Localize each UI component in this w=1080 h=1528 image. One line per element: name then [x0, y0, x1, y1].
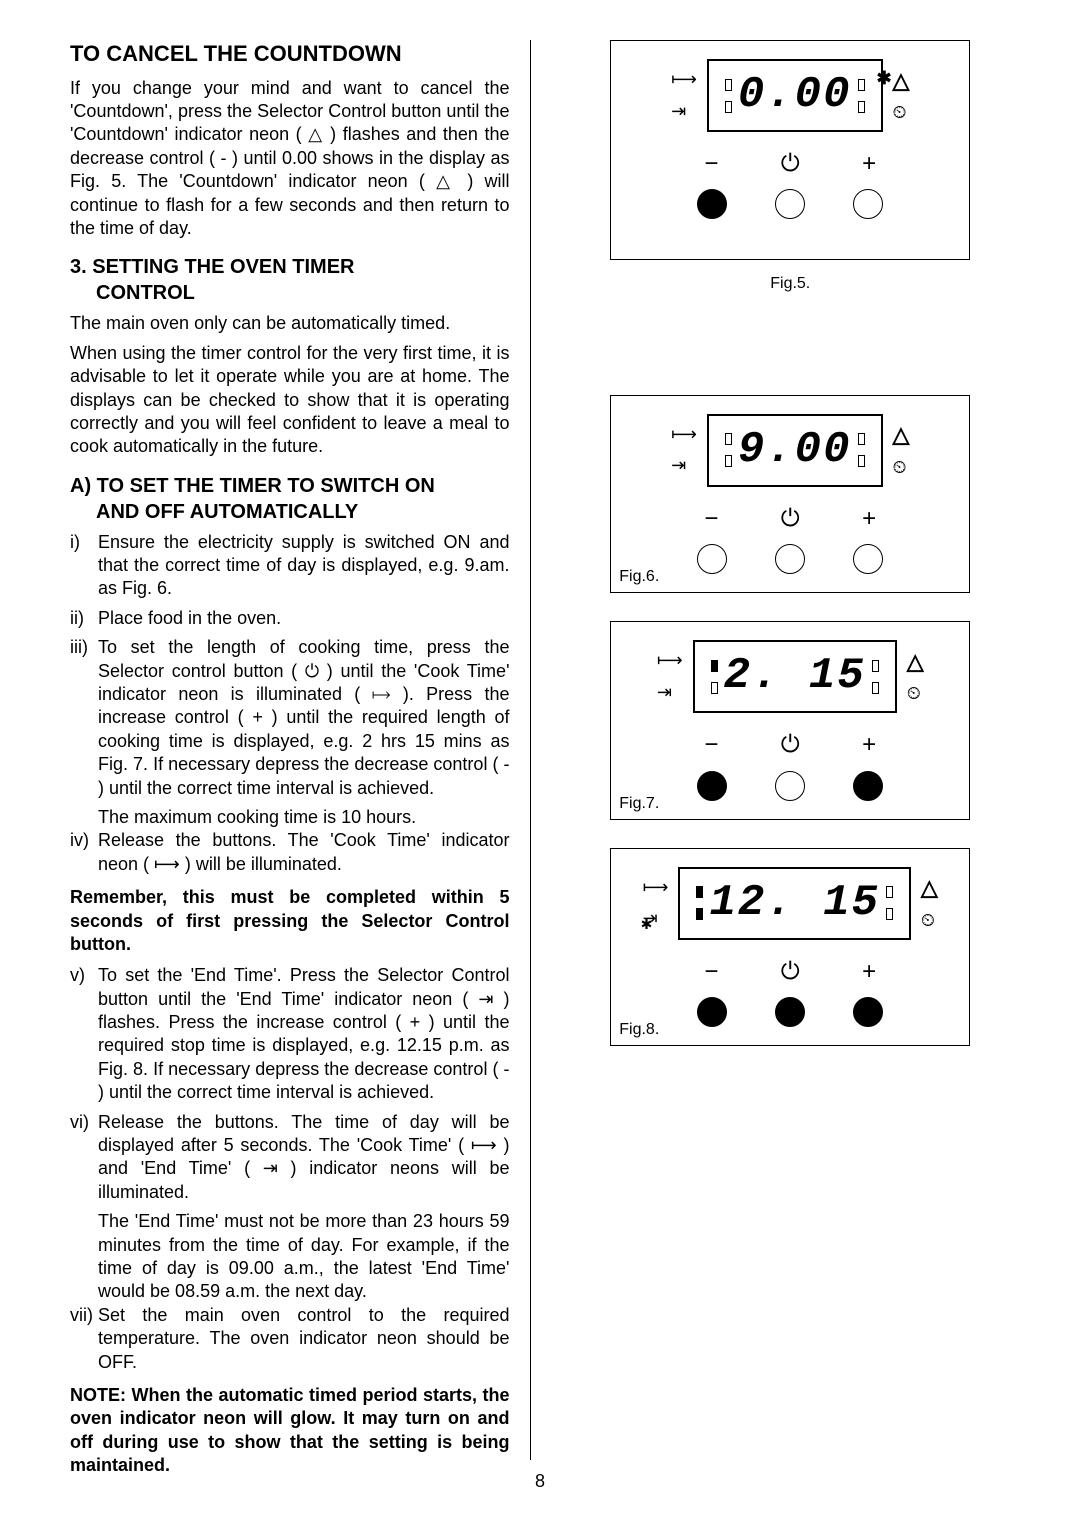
display: 0.00	[707, 59, 883, 132]
endtime-icon: ⇥	[657, 681, 683, 704]
bell-icon: △	[893, 421, 910, 450]
plus-icon: +	[862, 729, 876, 760]
title-setting: 3. SETTING THE OVEN TIMER CONTROL	[70, 254, 510, 306]
button-plus[interactable]	[853, 544, 883, 574]
fig6: ⟼⇥ 9.00 △⏲ − ⏻ +	[571, 395, 1011, 601]
clock-icon: ⏲	[893, 101, 910, 124]
plus-icon: +	[862, 956, 876, 987]
button-select[interactable]	[775, 997, 805, 1027]
cooktime-icon: ⟼	[657, 649, 683, 672]
power-icon: ⏻	[781, 503, 800, 534]
endtime-icon: ⇥	[671, 454, 697, 477]
caption-7: Fig.7.	[619, 794, 659, 815]
item-vii: vii) Set the main oven control to the re…	[70, 1304, 510, 1374]
title-a: A) TO SET THE TIMER TO SWITCH ON AND OFF…	[70, 473, 510, 525]
bell-icon: △	[893, 68, 910, 93]
minus-icon: −	[704, 956, 718, 987]
button-plus[interactable]	[853, 771, 883, 801]
fig7: ⟼⇥ 2. 15 △⏲ − ⏻ +	[571, 621, 1011, 827]
bell-icon: △	[907, 648, 924, 677]
item-v: v) To set the 'End Time'. Press the Sele…	[70, 964, 510, 1104]
item-ii: ii) Place food in the oven.	[70, 607, 510, 630]
title-cancel: TO CANCEL THE COUNTDOWN	[70, 40, 510, 69]
right-icons: ✱ △ ⏲	[893, 67, 910, 125]
left-icons: ⟼ ⇥	[671, 68, 697, 123]
button-minus[interactable]	[697, 189, 727, 219]
bell-icon: △	[921, 874, 938, 903]
fig5: ⟼ ⇥ 0.00 ✱ △ ⏲	[571, 40, 1011, 295]
endtime-icon: ⇥	[671, 100, 697, 123]
snow-icon: ✱	[877, 67, 892, 90]
item-iii-sub: The maximum cooking time is 10 hours.	[98, 806, 510, 829]
power-icon: ⏻	[781, 956, 800, 987]
caption-8: Fig.8.	[619, 1020, 659, 1041]
power-icon: ⏻	[781, 148, 800, 179]
button-minus[interactable]	[697, 997, 727, 1027]
button-select[interactable]	[775, 771, 805, 801]
cancel-para: If you change your mind and want to canc…	[70, 77, 510, 241]
button-minus[interactable]	[697, 771, 727, 801]
button-minus[interactable]	[697, 544, 727, 574]
clock-icon: ⏲	[921, 909, 938, 932]
left-column: TO CANCEL THE COUNTDOWN If you change yo…	[70, 40, 531, 1460]
caption-6: Fig.6.	[619, 567, 659, 588]
plus-icon: +	[862, 503, 876, 534]
minus-icon: −	[704, 729, 718, 760]
fig8: ⟼ ⇥ ✱ 12. 15 △⏲ − ⏻	[571, 848, 1011, 1054]
minus-icon: −	[704, 503, 718, 534]
button-plus[interactable]	[853, 997, 883, 1027]
note: NOTE: When the automatic timed period st…	[70, 1384, 510, 1478]
button-select[interactable]	[775, 544, 805, 574]
item-vi-sub: The 'End Time' must not be more than 23 …	[98, 1210, 510, 1304]
cooktime-icon: ⟼	[671, 423, 697, 446]
setting-para1: The main oven only can be automatically …	[70, 312, 510, 335]
plus-icon: +	[862, 148, 876, 179]
caption-5: Fig.5.	[770, 274, 810, 295]
cooktime-icon: ⟼	[671, 68, 697, 91]
item-iv: iv) Release the buttons. The 'Cook Time'…	[70, 829, 510, 876]
button-plus[interactable]	[853, 189, 883, 219]
clock-icon: ⏲	[893, 456, 910, 479]
item-i: i) Ensure the electricity supply is swit…	[70, 531, 510, 601]
item-iii: iii) To set the length of cooking time, …	[70, 636, 510, 800]
right-column: ⟼ ⇥ 0.00 ✱ △ ⏲	[561, 40, 1011, 1460]
cooktime-icon: ⟼	[643, 876, 669, 899]
setting-para2: When using the timer control for the ver…	[70, 342, 510, 459]
minus-icon: −	[704, 148, 718, 179]
clock-icon: ⏲	[907, 682, 924, 705]
power-icon: ⏻	[781, 729, 800, 760]
item-vi: vi) Release the buttons. The time of day…	[70, 1111, 510, 1205]
button-select[interactable]	[775, 189, 805, 219]
flash-icon: ✱	[641, 915, 653, 933]
remember: Remember, this must be completed within …	[70, 886, 510, 956]
